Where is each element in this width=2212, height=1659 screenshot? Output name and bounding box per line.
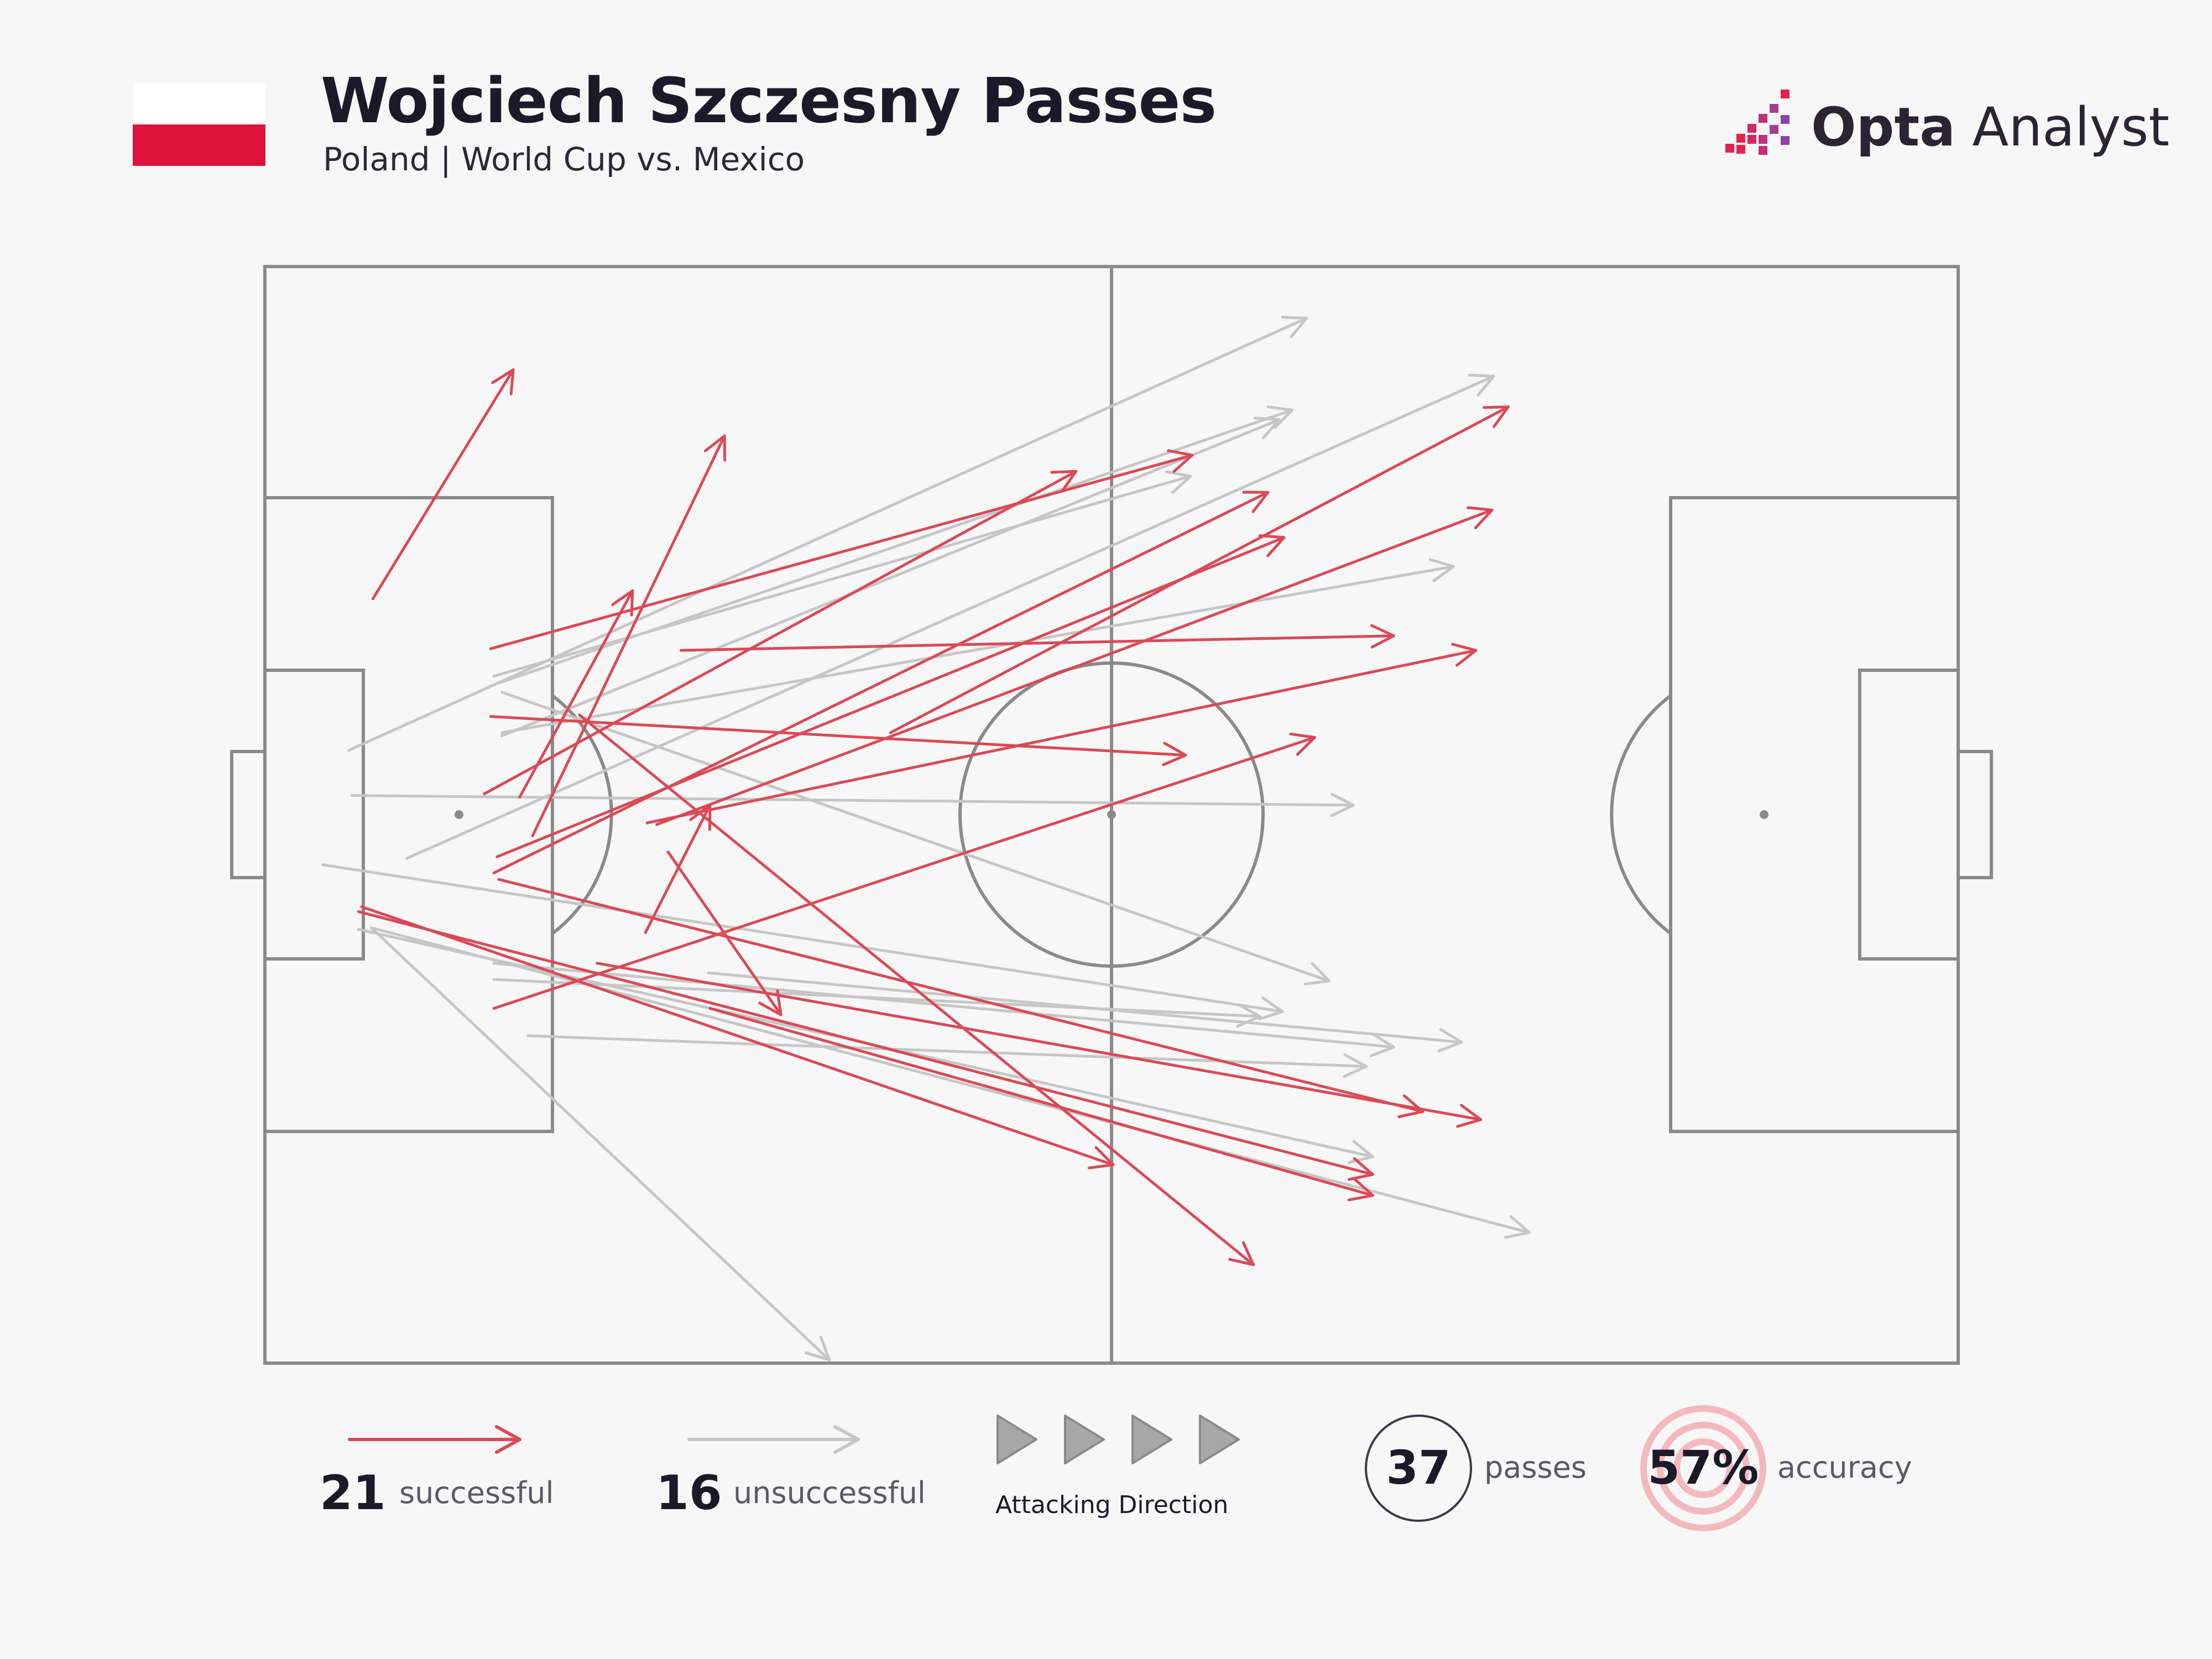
opta-bars-icon xyxy=(1725,90,1790,155)
successful-pass-12 xyxy=(645,643,1478,825)
unsuccessful-pass-3 xyxy=(500,558,1455,734)
unsuccessful-pass-6 xyxy=(500,416,1281,738)
brand-name: Opta Analyst xyxy=(1811,96,2169,158)
left-goal xyxy=(230,750,267,879)
pitch-spots xyxy=(455,810,1768,819)
centre-spot xyxy=(1107,810,1116,819)
centre-circle xyxy=(958,661,1265,968)
unsuccessful-count: 16 xyxy=(656,1465,722,1521)
unsuccessful-pass-11 xyxy=(492,962,1395,1057)
successful-pass-15 xyxy=(360,905,1115,1170)
successful-pass-4 xyxy=(489,449,1194,650)
flag-red-band xyxy=(133,124,265,166)
unsuccessful-label: unsuccessful xyxy=(733,1475,926,1510)
right-goal xyxy=(1957,750,1993,879)
passes-ring xyxy=(1365,1415,1472,1522)
right-penalty-spot xyxy=(1760,810,1768,819)
passes-label: passes xyxy=(1484,1450,1587,1485)
unsuccessful-pass-5 xyxy=(492,470,1192,678)
legend-unsuccessful-arrow xyxy=(687,1425,860,1454)
unsuccessful-pass-13 xyxy=(526,1034,1368,1078)
successful-count: 21 xyxy=(320,1465,386,1521)
successful-pass-6 xyxy=(679,624,1395,652)
accuracy-target-icon xyxy=(1640,1405,1766,1531)
poland-flag xyxy=(133,83,265,166)
left-penalty-area xyxy=(263,496,554,1133)
successful-pass-14 xyxy=(492,732,1316,1010)
brand-name-light: Analyst xyxy=(1955,96,2169,158)
brand-name-strong: Opta xyxy=(1811,96,1955,158)
chart-title: Wojciech Szczesny Passes xyxy=(321,65,1217,137)
pitch-markings xyxy=(230,265,1993,1365)
successful-pass-17 xyxy=(357,910,1374,1181)
unsuccessful-pass-7 xyxy=(350,792,1355,817)
successful-pass-11 xyxy=(655,506,1494,826)
unsuccessful-passes xyxy=(321,316,1531,1361)
left-six-yard-box xyxy=(263,669,365,961)
successful-pass-19 xyxy=(596,962,1483,1128)
right-penalty-area xyxy=(1669,496,1960,1133)
successful-pass-10 xyxy=(495,534,1286,858)
legend-successful-arrow xyxy=(348,1425,521,1454)
successful-pass-9 xyxy=(889,405,1510,734)
successful-pass-20 xyxy=(708,1006,1374,1202)
successful-passes xyxy=(357,368,1510,1266)
successful-pass-3 xyxy=(518,589,634,799)
successful-pass-1 xyxy=(371,368,515,601)
successful-pass-5 xyxy=(489,715,1187,766)
right-six-yard-box xyxy=(1858,669,1960,961)
successful-pass-2 xyxy=(531,434,727,837)
chart-subtitle: Poland | World Cup vs. Mexico xyxy=(323,140,805,178)
accuracy-label: accuracy xyxy=(1777,1450,1912,1485)
attacking-direction-icon xyxy=(997,1415,1240,1464)
successful-pass-16 xyxy=(497,878,1425,1118)
unsuccessful-pass-8 xyxy=(500,691,1331,985)
successful-pass-8 xyxy=(644,804,712,934)
unsuccessful-pass-16 xyxy=(369,926,831,1361)
attacking-direction-label: Attacking Direction xyxy=(995,1491,1229,1519)
successful-pass-7 xyxy=(483,469,1078,796)
left-penalty-spot xyxy=(455,810,463,819)
unsuccessful-pass-4 xyxy=(405,373,1495,860)
right-penalty-arc xyxy=(1610,694,1672,935)
successful-pass-13 xyxy=(492,491,1270,874)
unsuccessful-pass-15 xyxy=(369,926,1531,1239)
opta-analyst-logo: Opta Analyst xyxy=(1720,83,2169,166)
accuracy-value: 57% xyxy=(1647,1441,1759,1495)
flag-white-band xyxy=(133,83,265,124)
successful-pass-18 xyxy=(578,713,1255,1266)
successful-pass-21 xyxy=(666,851,782,1016)
successful-label: successful xyxy=(399,1475,554,1510)
unsuccessful-pass-9 xyxy=(321,863,1284,1021)
passes-total: 37 xyxy=(1386,1441,1451,1495)
unsuccessful-pass-12 xyxy=(707,971,1463,1053)
